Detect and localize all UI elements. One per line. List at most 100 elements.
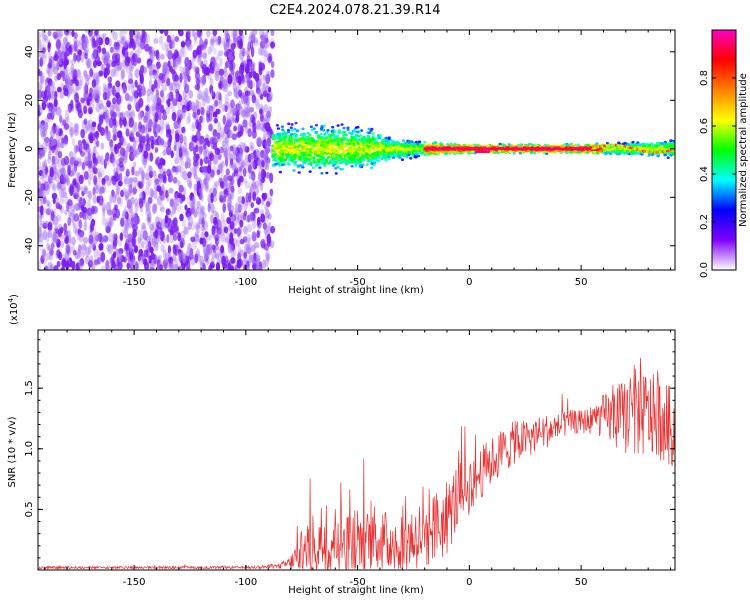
spectrogram-point (69, 128, 74, 139)
spectrogram-point (98, 114, 104, 125)
spectrogram-point (98, 167, 105, 178)
spectrogram-point (128, 177, 134, 183)
spectrogram-point (59, 141, 65, 149)
spectrogram-point (185, 209, 190, 218)
spectrogram-point (208, 244, 213, 254)
spectrogram-point (48, 58, 53, 68)
spectrogram-point (102, 127, 108, 137)
spectrogram-point (337, 148, 341, 152)
spectrogram-point (46, 84, 52, 91)
spectrogram-point (250, 145, 254, 152)
spectrogram-point (199, 205, 206, 212)
spectrogram-point (225, 148, 231, 156)
spectrogram-point (210, 203, 215, 214)
spectrogram-point (157, 232, 162, 239)
spectrogram-point (269, 41, 276, 48)
spectrogram-point (112, 193, 117, 204)
spectrogram-point (172, 217, 178, 227)
spectrogram-point (127, 233, 133, 243)
spectrogram-point (138, 121, 143, 132)
spectrogram-point (264, 203, 269, 211)
spectrogram-point (280, 125, 284, 128)
spectrogram-point (142, 37, 148, 46)
spectrogram-point (95, 102, 101, 113)
spectrogram-point (262, 81, 268, 92)
spectrogram-point (196, 121, 202, 132)
spectrogram-point (154, 131, 158, 138)
spectrogram-point (51, 192, 58, 200)
spectrogram-point (83, 155, 89, 166)
spectrogram-point (168, 187, 174, 194)
spectrogram-point (79, 211, 84, 219)
spectrogram-point (246, 54, 251, 66)
spectrogram-point (167, 244, 172, 255)
spectrogram-point (169, 198, 175, 208)
spectrogram-point (179, 47, 185, 55)
spectrogram-point (114, 171, 119, 182)
spectrogram-point (67, 216, 72, 227)
spectrogram-point (59, 133, 65, 141)
spectrogram-point (214, 253, 220, 260)
spectrogram-point (61, 259, 67, 268)
spectrogram-point (185, 156, 190, 166)
spectrogram-point (193, 211, 198, 218)
spectrogram-point (109, 154, 115, 164)
spectrogram-point (230, 185, 235, 193)
spectrogram-point (163, 257, 169, 268)
spectrogram-point (116, 130, 123, 139)
spectrogram-point (98, 103, 104, 110)
spectrogram-point (102, 234, 108, 243)
spectrogram-point (93, 248, 99, 259)
spectrogram-point (123, 228, 129, 239)
spectrogram-point (189, 199, 195, 208)
spectrogram-point (172, 71, 178, 82)
spectrogram-point (135, 131, 140, 138)
spectrogram-point (229, 106, 235, 115)
spectrogram-point (82, 102, 88, 112)
spectrogram-point (87, 190, 93, 200)
spectrogram-point (141, 177, 145, 187)
spectrogram-point (166, 234, 170, 243)
spectrogram-point (145, 202, 151, 213)
spectrogram-point (38, 205, 44, 213)
spectrogram-point (146, 109, 152, 120)
chart-title: C2E4.2024.078.21.39.R14 (269, 3, 440, 18)
spectrogram-point (210, 38, 215, 45)
spectrogram-point (53, 235, 59, 245)
spectrogram-point (129, 37, 134, 47)
spectrogram-point (212, 137, 216, 145)
spectrogram-point (150, 63, 156, 71)
spectrogram-point (130, 81, 136, 89)
spectrogram-point (63, 67, 68, 79)
spectrogram-point (107, 82, 113, 89)
spectrogram-point (191, 104, 197, 114)
spectrogram-point (132, 229, 138, 239)
spectrogram-point (82, 236, 88, 244)
spectrogram-point (366, 134, 370, 138)
spectrogram-point (194, 71, 200, 80)
spectrogram-point (175, 132, 180, 143)
spectrogram-point (91, 38, 96, 49)
spectrogram-point (129, 262, 134, 270)
spectrogram-point (265, 159, 270, 167)
spectrogram-point (184, 56, 190, 68)
spectrogram-point (184, 204, 188, 211)
spectrogram-point (158, 35, 163, 45)
spectrogram-point (248, 106, 254, 113)
spectrogram-point (199, 255, 204, 266)
spectrogram-point (42, 52, 48, 59)
spectrogram-point (38, 191, 43, 201)
spectrogram-point (159, 30, 165, 34)
spectrogram-point (42, 196, 47, 205)
spectrogram-point (107, 76, 113, 83)
spectrogram-point (132, 149, 138, 158)
spectrogram-point (72, 249, 77, 256)
spectrogram-point (64, 209, 68, 216)
spectrogram-point (427, 143, 431, 146)
spectrogram-point (232, 81, 237, 93)
spectrogram-point (261, 75, 266, 83)
spectrogram-point (76, 69, 81, 80)
spectrogram-point (227, 90, 233, 97)
spectrogram-point (243, 95, 250, 106)
spectrogram-point (177, 109, 183, 117)
